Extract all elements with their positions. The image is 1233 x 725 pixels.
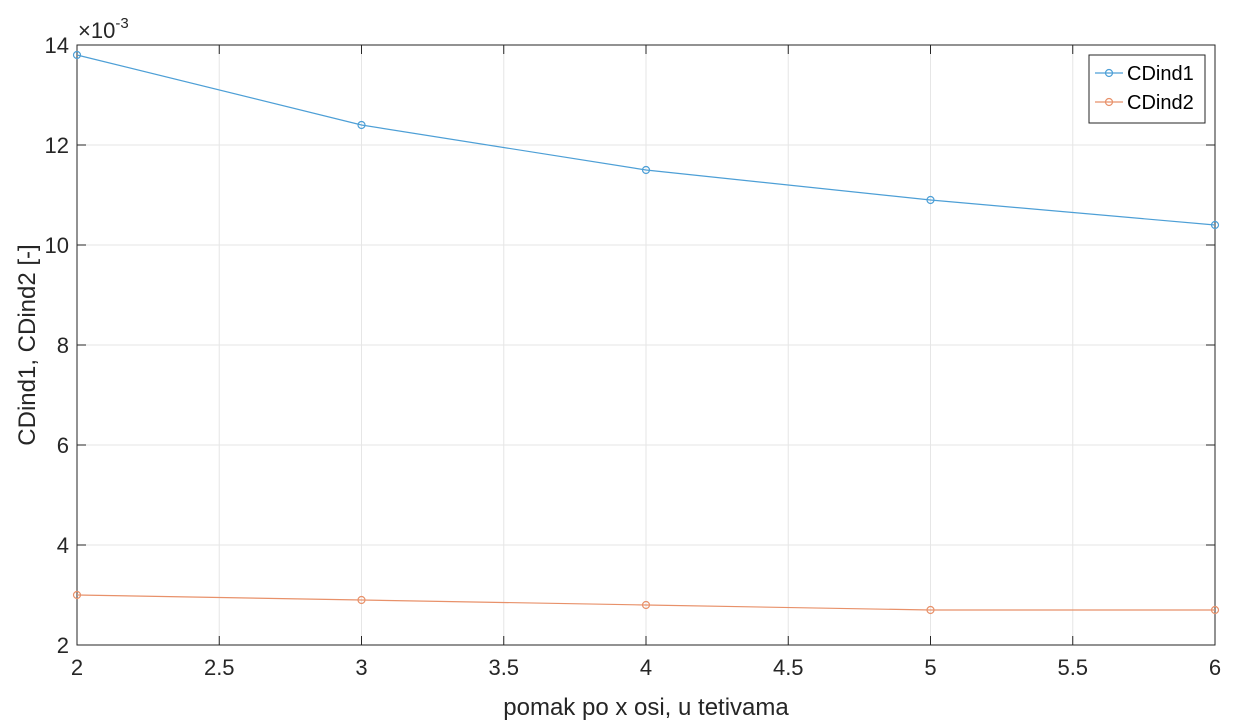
data-point-CDind2 bbox=[641, 600, 651, 610]
legend-label-CDind1: CDind1 bbox=[1127, 63, 1194, 85]
y-tick-label: 6 bbox=[57, 433, 69, 458]
exponent-power: -3 bbox=[115, 15, 128, 32]
y-tick-label: 10 bbox=[45, 233, 69, 258]
y-axis-exponent: ×10-3 bbox=[78, 15, 129, 43]
x-tick-label: 6 bbox=[1209, 655, 1221, 680]
data-point-CDind2 bbox=[926, 605, 935, 615]
x-tick-label: 5.5 bbox=[1057, 655, 1088, 680]
x-tick-label: 3 bbox=[355, 655, 367, 680]
y-axis-label: CDind1, CDind2 [-] bbox=[14, 244, 41, 445]
y-tick-label: 8 bbox=[57, 333, 69, 358]
x-tick-label: 2 bbox=[71, 655, 83, 680]
x-tick-label: 2.5 bbox=[204, 655, 235, 680]
y-tick-label: 4 bbox=[57, 533, 69, 558]
x-tick-label: 4.5 bbox=[773, 655, 804, 680]
legend-marker-CDind2 bbox=[1104, 97, 1114, 107]
data-point-CDind2 bbox=[357, 595, 366, 605]
x-tick-label: 5 bbox=[924, 655, 936, 680]
legend-marker-CDind1 bbox=[1104, 68, 1114, 78]
legend-label-CDind2: CDind2 bbox=[1127, 92, 1194, 114]
x-axis-label: pomak po x osi, u tetivama bbox=[503, 694, 789, 721]
grid bbox=[76, 44, 1216, 646]
axes bbox=[76, 44, 1216, 646]
series bbox=[72, 50, 1220, 615]
y-tick-label: 12 bbox=[45, 133, 69, 158]
data-point-CDind2 bbox=[72, 590, 82, 600]
data-point-CDind1 bbox=[72, 50, 82, 60]
data-point-CDind1 bbox=[1210, 220, 1220, 230]
series-line-CDind1 bbox=[76, 54, 1216, 226]
legend-box bbox=[1088, 54, 1206, 124]
data-point-CDind1 bbox=[357, 120, 366, 130]
tick-labels: 2 2.5 3 3.5 4 4.5 5 5.5 6 2 4 6 8 10 12 14 bbox=[45, 33, 1222, 680]
x-tick-label: 4 bbox=[640, 655, 652, 680]
data-point-CDind1 bbox=[641, 165, 651, 175]
data-point-CDind1 bbox=[926, 195, 935, 205]
exponent-base: ×10 bbox=[78, 18, 115, 43]
data-point-CDind2 bbox=[1210, 605, 1220, 615]
y-tick-label: 14 bbox=[45, 33, 69, 58]
x-tick-label: 3.5 bbox=[488, 655, 519, 680]
legend: CDind1 CDind2 bbox=[1088, 54, 1206, 124]
series-line-CDind2 bbox=[76, 594, 1215, 611]
y-tick-label: 2 bbox=[57, 633, 69, 658]
